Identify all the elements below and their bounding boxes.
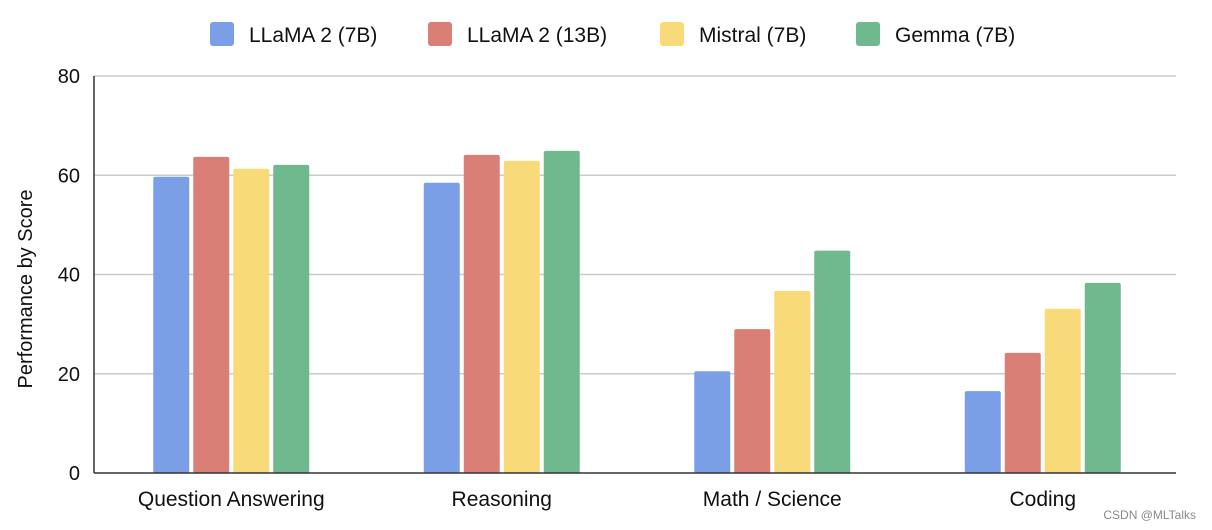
y-tick-label: 80	[58, 66, 80, 88]
y-tick-label: 60	[58, 165, 80, 187]
x-axis-ticks: Question Answering Reasoning Math / Scienc…	[138, 488, 1076, 511]
y-tick-label: 40	[58, 265, 80, 287]
legend-item: Gemma (7B)	[856, 22, 1015, 47]
legend-swatch	[856, 22, 880, 46]
bar-llama-2-7b-math-science: LLaMA 2 (7B) — Math / Science: 20.5	[694, 371, 731, 473]
x-tick-label: Reasoning	[452, 488, 552, 511]
legend-label: LLaMA 2 (7B)	[249, 24, 377, 47]
legend-swatch	[210, 22, 234, 46]
bar-llama-2-13b-reasoning: LLaMA 2 (13B) — Reasoning: 64.1	[463, 154, 500, 473]
legend-item: Mistral (7B)	[660, 22, 806, 47]
bar-llama-2-7b-reasoning: LLaMA 2 (7B) — Reasoning: 58.5	[423, 182, 460, 473]
legend-label: LLaMA 2 (13B)	[467, 24, 607, 47]
bar-llama-2-7b-coding: LLaMA 2 (7B) — Coding: 16.5	[964, 391, 1001, 473]
legend-item: LLaMA 2 (7B)	[210, 22, 377, 47]
bar-mistral-7b-coding: Mistral (7B) — Coding: 33.1	[1044, 308, 1081, 473]
bar-llama-2-13b-math-science: LLaMA 2 (13B) — Math / Science: 29	[734, 329, 771, 473]
bar-llama-2-13b-coding: LLaMA 2 (13B) — Coding: 24.2	[1004, 352, 1041, 473]
x-tick-label: Coding	[1009, 488, 1076, 511]
bar-mistral-7b-question-answering: Mistral (7B) — Question Answering: 61.3	[233, 168, 270, 473]
legend-swatch	[428, 22, 452, 46]
y-tick-label: 0	[69, 463, 80, 485]
bar-gemma-7b-reasoning: Gemma (7B) — Reasoning: 64.9	[543, 150, 580, 473]
bar-mistral-7b-reasoning: Mistral (7B) — Reasoning: 62.9	[503, 160, 540, 473]
bars: LLaMA 2 (7B) — Question Answering: 59.7L…	[153, 150, 1121, 474]
y-axis-ticks: 0 20 40 60 80	[58, 66, 80, 485]
y-axis-label: Performance by Score	[15, 190, 37, 389]
legend-item: LLaMA 2 (13B)	[428, 22, 607, 47]
axes	[93, 76, 1176, 474]
bar-gemma-7b-coding: Gemma (7B) — Coding: 38.3	[1084, 282, 1121, 473]
bar-gemma-7b-math-science: Gemma (7B) — Math / Science: 44.8	[814, 250, 851, 473]
y-tick-label: 20	[58, 364, 80, 386]
watermark: CSDN @MLTalks	[1103, 508, 1196, 522]
legend-swatch	[660, 22, 684, 46]
x-tick-label: Math / Science	[703, 488, 842, 511]
legend-label: Mistral (7B)	[699, 24, 806, 47]
x-tick-label: Question Answering	[138, 488, 325, 511]
bar-gemma-7b-question-answering: Gemma (7B) — Question Answering: 62.1	[273, 164, 310, 474]
bar-llama-2-13b-question-answering: LLaMA 2 (13B) — Question Answering: 63.7	[193, 156, 230, 474]
legend-label: Gemma (7B)	[895, 24, 1015, 47]
bar-llama-2-7b-question-answering: LLaMA 2 (7B) — Question Answering: 59.7	[153, 176, 190, 473]
legend: LLaMA 2 (7B) LLaMA 2 (13B) Mistral (7B) Gem…	[210, 22, 1015, 47]
bar-mistral-7b-math-science: Mistral (7B) — Math / Science: 36.7	[774, 290, 811, 473]
